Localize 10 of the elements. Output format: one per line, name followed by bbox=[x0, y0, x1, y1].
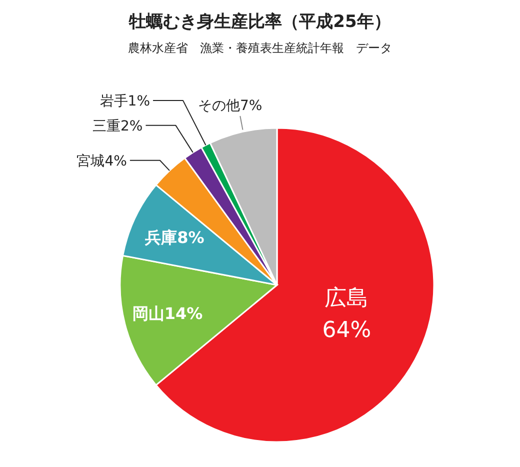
chart-title: 牡蠣むき身生産比率（平成25年） bbox=[128, 12, 391, 32]
slice-label: 広島 bbox=[324, 286, 369, 312]
slice-label: 宮城4% bbox=[76, 153, 127, 170]
slice-label: その他7% bbox=[198, 98, 262, 114]
slice-label: 三重2% bbox=[92, 118, 143, 134]
slice-label: 岩手1% bbox=[100, 94, 150, 110]
data-label: 64% bbox=[322, 318, 372, 344]
chart-subtitle: 農林水産省 漁業・養殖表生産統計年報 データ bbox=[128, 41, 392, 55]
slice-label: 兵庫8% bbox=[144, 228, 204, 247]
slice-label: 岡山14% bbox=[132, 304, 203, 324]
